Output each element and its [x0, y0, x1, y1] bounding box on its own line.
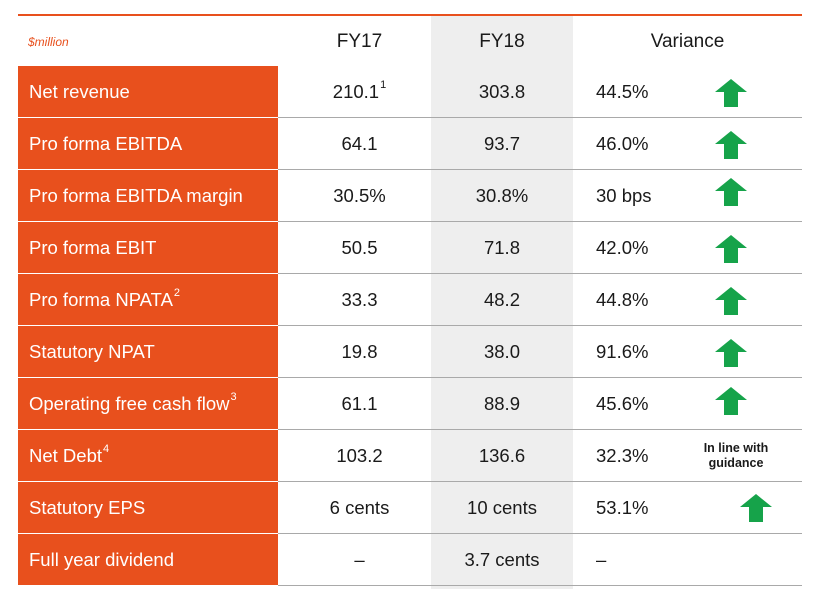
fy17-value: 50.5: [341, 237, 378, 258]
row-label-text: Pro forma NPATA: [29, 289, 173, 310]
up-arrow-icon: [715, 79, 747, 107]
fy18-value: 3.7 cents: [464, 549, 540, 570]
variance-note: In line with guidance: [686, 441, 786, 471]
variance-note-line: In line with: [703, 441, 769, 455]
table-row: Pro forma EBITDA 64.1 93.7 46.0%: [18, 118, 802, 170]
up-arrow-icon: [740, 494, 772, 522]
row-label-text: Statutory NPAT: [29, 341, 155, 362]
variance-value: 46.0%: [596, 133, 649, 154]
column-header-variance: Variance: [650, 31, 725, 52]
table-row: Statutory EPS 6 cents 10 cents 53.1%: [18, 482, 802, 534]
top-rule: [18, 14, 802, 16]
row-label: Operating free cash flow3: [18, 378, 278, 430]
fy17-value: –: [354, 549, 365, 570]
footnote-marker: 1: [380, 79, 387, 91]
fy17-value: 19.8: [341, 341, 378, 362]
table-row: Net Debt4 103.2 136.6 32.3% In line with…: [18, 430, 802, 482]
fy17-value-text: 210.1: [332, 81, 380, 102]
row-label-text: Operating free cash flow: [29, 393, 230, 414]
up-arrow-icon: [715, 131, 747, 159]
fy18-value: 38.0: [483, 341, 520, 362]
fy17-value: 61.1: [341, 393, 378, 414]
column-header-fy17: FY17: [336, 31, 383, 52]
variance-value: 53.1%: [596, 497, 649, 518]
row-label: Pro forma EBIT: [18, 222, 278, 274]
footnote-marker: 2: [173, 287, 181, 299]
row-label: Statutory EPS: [18, 482, 278, 534]
variance-value: 91.6%: [596, 341, 649, 362]
fy18-value: 10 cents: [467, 497, 537, 518]
variance-value: –: [596, 549, 607, 570]
row-label-text: Full year dividend: [29, 549, 174, 570]
row-label: Net Debt4: [18, 430, 278, 482]
variance-value: 30 bps: [596, 185, 652, 206]
fy17-value: 210.11: [288, 66, 431, 117]
table-row: Net revenue 210.11 303.8 44.5%: [18, 66, 802, 118]
variance-value: 42.0%: [596, 237, 649, 258]
row-label: Pro forma NPATA2: [18, 274, 278, 326]
table-row: Full year dividend – 3.7 cents –: [18, 534, 802, 586]
fy18-value: 30.8%: [475, 185, 529, 206]
row-label-text: Statutory EPS: [29, 497, 146, 518]
column-header-fy18: FY18: [479, 31, 525, 52]
row-label: Statutory NPAT: [18, 326, 278, 378]
table-header: $million FY17 FY18 Variance: [18, 16, 802, 66]
fy17-value: 64.1: [341, 133, 378, 154]
fy18-value: 88.9: [483, 393, 520, 414]
table-row: Pro forma EBITDA margin 30.5% 30.8% 30 b…: [18, 170, 802, 222]
row-label: Full year dividend: [18, 534, 278, 586]
variance-value: 44.5%: [596, 81, 649, 102]
up-arrow-icon: [715, 387, 747, 415]
row-label-text: Net Debt: [29, 445, 103, 466]
fy17-value: 6 cents: [329, 497, 390, 518]
unit-label: $million: [28, 35, 69, 49]
variance-note-line: guidance: [708, 456, 764, 470]
variance-value: 45.6%: [596, 393, 649, 414]
up-arrow-icon: [715, 287, 747, 315]
row-label: Net revenue: [18, 66, 278, 118]
fy18-value: 93.7: [483, 133, 520, 154]
variance-value: 32.3%: [596, 445, 649, 466]
table-row: Pro forma NPATA2 33.3 48.2 44.8%: [18, 274, 802, 326]
footnote-marker: 3: [230, 391, 237, 403]
up-arrow-icon: [715, 339, 747, 367]
table-row: Pro forma EBIT 50.5 71.8 42.0%: [18, 222, 802, 274]
row-label-text: Net revenue: [29, 81, 130, 102]
up-arrow-icon: [715, 235, 747, 263]
table-row: Statutory NPAT 19.8 38.0 91.6%: [18, 326, 802, 378]
fy18-value: 303.8: [478, 81, 526, 102]
footnote-marker: 4: [103, 443, 110, 455]
row-label-text: Pro forma EBITDA margin: [29, 185, 243, 206]
fy17-value: 30.5%: [333, 185, 386, 206]
row-label-text: Pro forma EBIT: [29, 237, 157, 258]
variance-value: 44.8%: [596, 289, 649, 310]
fy17-value: 103.2: [336, 445, 383, 466]
row-label-text: Pro forma EBITDA: [29, 133, 183, 154]
fy18-value: 48.2: [483, 289, 520, 310]
table-row: Operating free cash flow3 61.1 88.9 45.6…: [18, 378, 802, 430]
up-arrow-icon: [715, 178, 747, 206]
fy18-value: 71.8: [483, 237, 520, 258]
row-label: Pro forma EBITDA: [18, 118, 278, 170]
row-label: Pro forma EBITDA margin: [18, 170, 278, 222]
fy18-value: 136.6: [478, 445, 526, 466]
fy18-column-highlight: [431, 16, 573, 589]
fy17-value: 33.3: [341, 289, 378, 310]
